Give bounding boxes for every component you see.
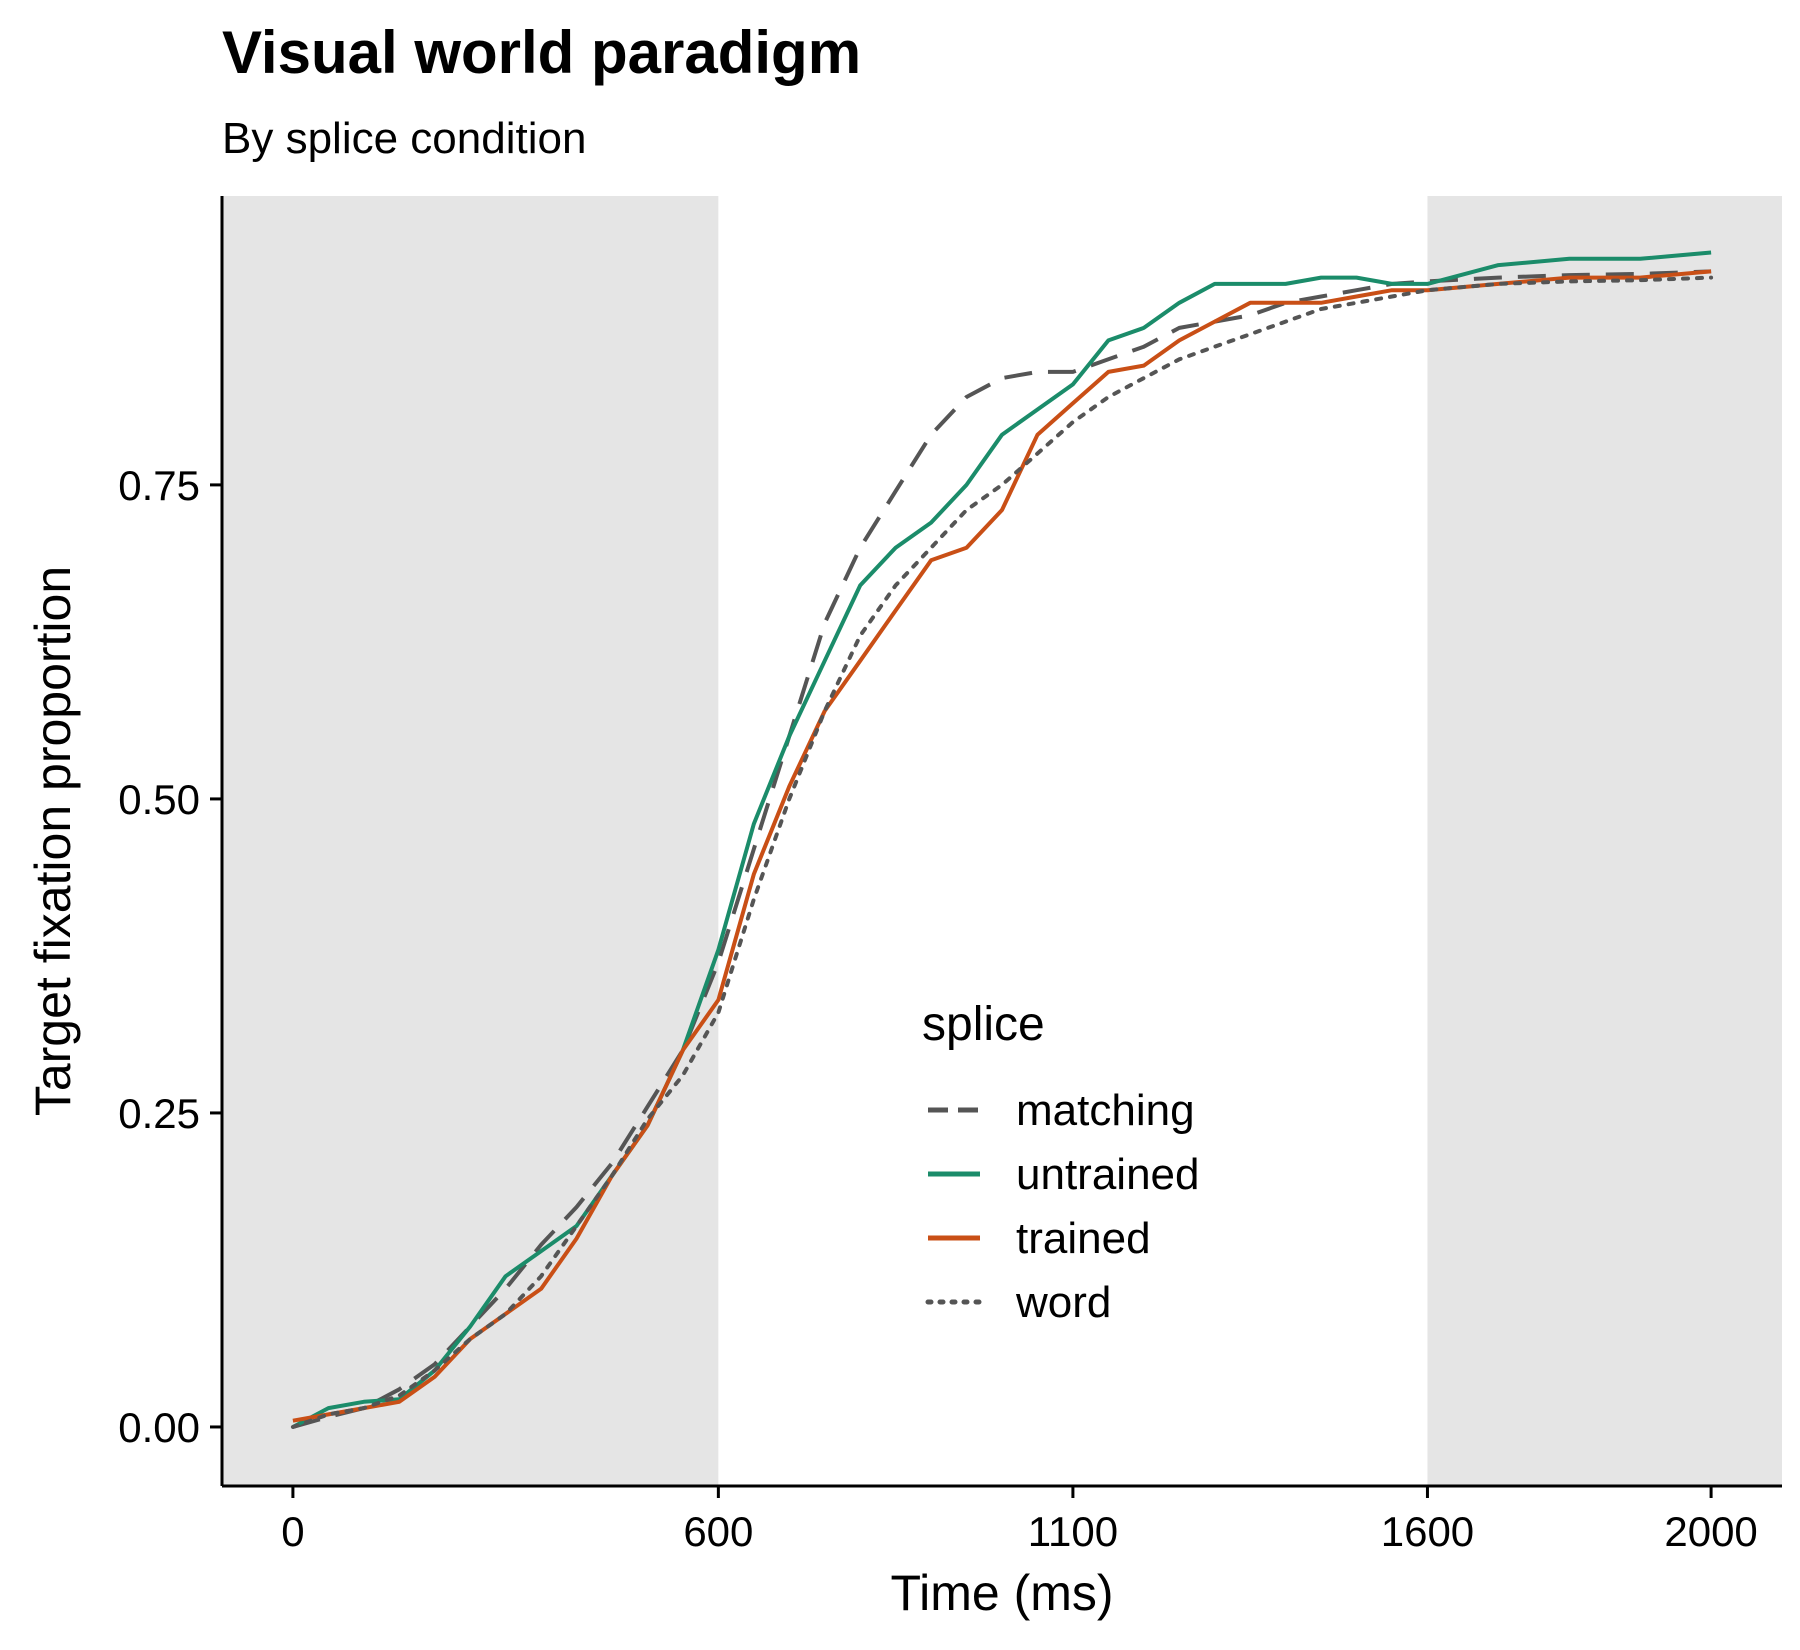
chart-subtitle: By splice condition <box>222 114 587 163</box>
chart-title: Visual world paradigm <box>222 19 862 86</box>
shaded-region-1 <box>222 196 719 1486</box>
legend-item-word: word <box>925 1278 1111 1327</box>
legend-label-trained: trained <box>1016 1214 1151 1263</box>
legend-item-untrained: untrained <box>928 1150 1199 1199</box>
y-tick-label: 0.00 <box>118 1404 200 1451</box>
legend-item-matching: matching <box>928 1086 1195 1135</box>
x-tick-label: 600 <box>683 1508 753 1555</box>
y-tick-label: 0.25 <box>118 1090 200 1137</box>
legend-label-untrained: untrained <box>1016 1150 1199 1199</box>
x-axis-ticks: 0 600 1100 1600 2000 <box>281 1486 1758 1555</box>
x-tick-label: 0 <box>281 1508 304 1555</box>
series-line-matching <box>292 269 1712 1429</box>
x-tick-label: 2000 <box>1664 1508 1757 1555</box>
legend-item-trained: trained <box>928 1214 1151 1263</box>
shaded-region-2 <box>1427 196 1782 1486</box>
legend-label-matching: matching <box>1016 1086 1195 1135</box>
series-line-trained <box>292 269 1712 1423</box>
series-lines <box>290 250 1714 1429</box>
y-axis-label: Target fixation proportion <box>25 566 81 1116</box>
y-axis-ticks: 0.00 0.25 0.50 0.75 <box>118 462 222 1451</box>
legend-label-word: word <box>1015 1278 1111 1327</box>
shaded-regions <box>222 196 1782 1486</box>
legend: splice matching untrained trained word <box>922 998 1199 1327</box>
x-axis-label: Time (ms) <box>890 1565 1113 1621</box>
legend-title: splice <box>922 998 1045 1051</box>
y-tick-label: 0.75 <box>118 462 200 509</box>
x-tick-label: 1600 <box>1381 1508 1474 1555</box>
series-line-untrained <box>291 250 1712 1429</box>
y-tick-label: 0.50 <box>118 776 200 823</box>
x-tick-label: 1100 <box>1028 1508 1118 1555</box>
legend-items: matching untrained trained word <box>925 1086 1199 1327</box>
